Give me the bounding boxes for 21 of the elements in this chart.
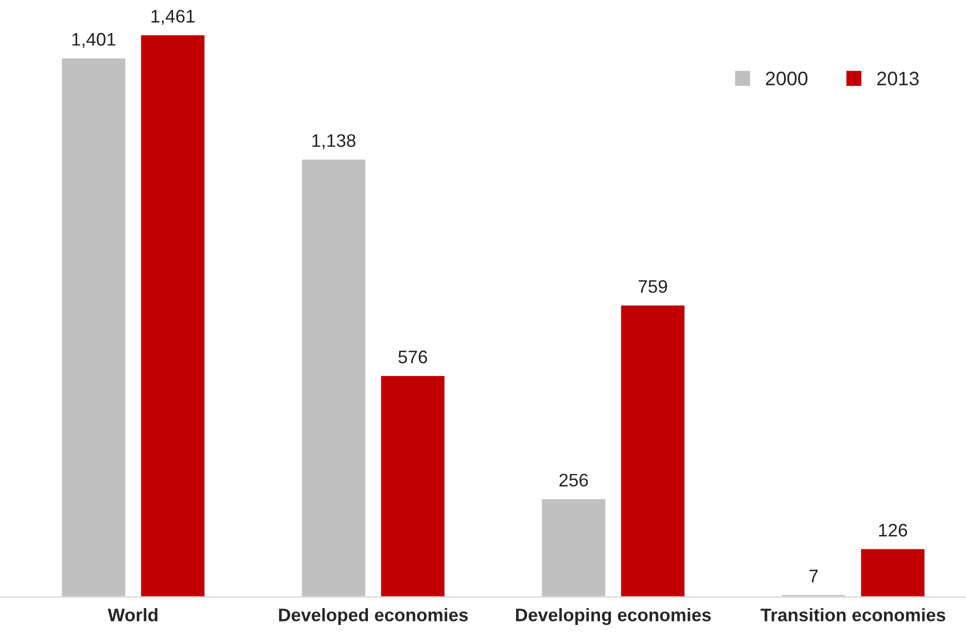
data-label: 1,461 bbox=[152, 10, 195, 25]
bar bbox=[380, 374, 446, 597]
legend-label: 2013 bbox=[877, 72, 919, 86]
bar bbox=[300, 158, 367, 597]
x-tick-label: Developing economies bbox=[516, 608, 711, 626]
data-label: 256 bbox=[559, 474, 588, 487]
bar bbox=[540, 498, 607, 597]
bar bbox=[620, 304, 686, 597]
data-label: 126 bbox=[879, 524, 908, 537]
x-tick-label: World bbox=[108, 608, 158, 622]
x-tick-label: Developed economies bbox=[279, 608, 468, 625]
legend-label: 2000 bbox=[766, 72, 808, 86]
data-label: 7 bbox=[810, 570, 818, 582]
data-label: 1,138 bbox=[312, 134, 356, 150]
bar bbox=[140, 34, 206, 597]
bar bbox=[860, 548, 926, 597]
x-tick-label: Transition economies bbox=[760, 608, 946, 622]
data-label: 576 bbox=[398, 350, 428, 364]
data-label: 1,401 bbox=[72, 32, 116, 48]
bar bbox=[60, 56, 127, 597]
data-label: 759 bbox=[638, 280, 668, 293]
